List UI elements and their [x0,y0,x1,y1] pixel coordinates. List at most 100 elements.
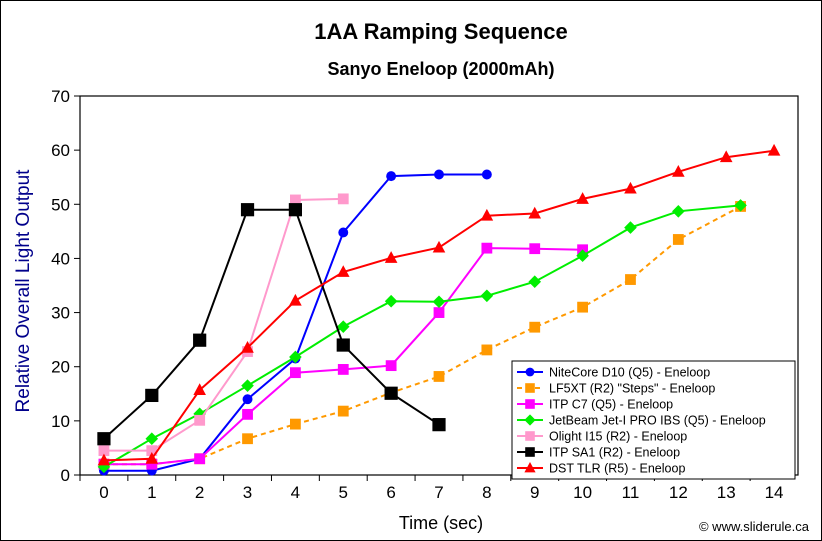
legend-item: ITP SA1 (R2) - Eneloop [517,446,680,460]
data-point [433,371,445,382]
data-point [529,243,541,255]
data-point [384,251,398,263]
y-axis-label: Relative Overall Light Output [13,169,34,413]
data-point [242,408,253,420]
series-line [103,205,742,466]
legend-label: LF5XT (R2) "Steps" - Eneloop [549,382,715,396]
data-point [289,293,302,306]
y-tick-label: 40 [51,249,70,268]
data-point [672,165,685,177]
data-point [624,181,637,194]
data-point [337,364,349,375]
data-point [576,249,589,263]
x-tick-label: 10 [573,483,592,502]
data-point [145,452,159,464]
x-tick-label: 14 [765,483,784,502]
x-tick-label: 1 [147,483,156,502]
data-point [146,458,158,470]
legend-item: DST TLR (R5) - Eneloop [517,462,685,476]
y-tick-label: 10 [51,412,70,431]
data-point [525,447,535,457]
credit-text: © www.sliderule.ca [699,519,810,534]
legend-item: LF5XT (R2) "Steps" - Eneloop [517,382,715,396]
series-line [103,208,440,440]
data-point [625,274,636,285]
legend-label: NiteCore D10 (Q5) - Eneloop [549,366,710,380]
data-point [242,394,253,405]
legend-label: Olight I15 (R2) - Eneloop [549,430,687,444]
data-point [338,227,349,238]
data-point [386,171,397,182]
data-point [241,341,254,353]
y-tick-label: 30 [51,304,70,323]
chart-title: 1AA Ramping Sequence [314,19,567,44]
data-point [524,414,536,426]
data-point [528,275,542,289]
data-point [719,150,733,163]
x-tick-label: 4 [291,483,300,502]
data-point [290,367,301,379]
data-point [289,350,302,364]
data-point [146,445,158,457]
data-point [624,221,637,234]
y-tick-label: 50 [51,195,70,214]
legend: NiteCore D10 (Q5) - Eneloop LF5XT (R2) "S… [511,360,796,480]
data-point [432,295,446,309]
data-point [524,462,536,473]
data-point [672,205,685,218]
data-point [98,445,110,457]
x-tick-label: 6 [386,483,395,502]
data-point [480,208,494,221]
legend-label: ITP SA1 (R2) - Eneloop [549,446,680,460]
legend-item: ITP C7 (Q5) - Eneloop [517,398,673,412]
data-point [433,307,445,318]
x-tick-label: 5 [339,483,348,502]
data-point [337,193,349,205]
x-tick-label: 11 [622,483,640,502]
data-point [242,433,253,445]
x-axis-label: Time (sec) [399,513,483,533]
data-point [97,432,111,446]
data-point [432,240,446,253]
series-group [98,193,349,457]
series-group [97,203,446,446]
series-line [103,247,583,466]
data-point [193,383,206,395]
legend-item: JetBeam Jet-I PRO IBS (Q5) - Eneloop [517,414,766,428]
data-point [194,414,206,426]
legend-item: NiteCore D10 (Q5) - Eneloop [517,366,710,380]
data-point [432,418,446,432]
data-point [336,320,350,333]
legend-label: ITP C7 (Q5) - Eneloop [549,398,673,412]
data-point [241,379,254,392]
x-tick-label: 7 [434,483,443,502]
x-tick-label: 12 [669,483,688,502]
data-point [145,432,159,446]
plot-area [79,95,799,476]
y-tick-label: 70 [51,87,70,106]
data-point [290,418,301,430]
legend-label: DST TLR (R5) - Eneloop [549,462,685,476]
series-layer [97,143,781,476]
data-point [290,194,301,206]
x-tick-label: 9 [530,483,539,502]
data-point [480,289,494,303]
data-point [481,344,493,356]
data-point [767,143,781,156]
data-point [481,169,492,180]
chart-subtitle: Sanyo Eneloop (2000mAh) [327,59,554,79]
data-point [481,242,493,254]
data-point [525,431,535,441]
data-point [525,399,535,409]
data-point [525,383,535,393]
legend-label: JetBeam Jet-I PRO IBS (Q5) - Eneloop [549,414,766,428]
y-tick-label: 20 [51,358,70,377]
x-tick-label: 2 [195,483,204,502]
x-tick-label: 13 [717,483,736,502]
data-point [145,388,159,403]
data-point [734,199,747,212]
x-tick-label: 0 [99,483,108,502]
series-line [103,197,344,452]
